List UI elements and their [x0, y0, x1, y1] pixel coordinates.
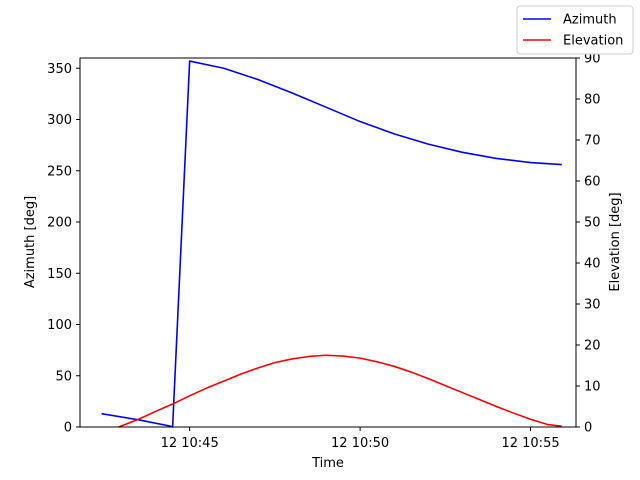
series-line-azimuth [101, 60, 562, 428]
legend-box [516, 5, 634, 55]
y-right-tick-label: 0 [584, 421, 592, 436]
y-right-tick-label: 80 [584, 93, 601, 108]
y-left-tick-label: 150 [47, 267, 72, 282]
x-tick-label: 12 10:55 [501, 436, 559, 451]
y-right-tick-label: 90 [584, 52, 601, 67]
x-axis-label: Time [311, 456, 344, 471]
y-right-tick-label: 40 [584, 257, 601, 272]
y-left-tick-label: 250 [47, 164, 72, 179]
plot-frame [79, 57, 577, 428]
legend: Azimuth Elevation [516, 5, 634, 55]
y-left-tick-label: 50 [55, 369, 72, 384]
axes [79, 57, 577, 428]
plot-lines [101, 60, 562, 428]
y-left-tick-label: 300 [47, 113, 72, 128]
x-tick-label: 12 10:50 [331, 436, 389, 451]
y-left-tick-label: 350 [47, 62, 72, 77]
y-right-tick-label: 50 [584, 216, 601, 231]
legend-label-azimuth: Azimuth [563, 13, 617, 28]
series-line-elevation [118, 354, 562, 428]
legend-label-elevation: Elevation [563, 34, 623, 49]
y-axis-label-right: Elevation [deg] [608, 192, 623, 291]
y-right-tick-label: 20 [584, 339, 601, 354]
y-right-tick-label: 30 [584, 298, 601, 313]
ticks: 12 10:45 12 10:50 12 10:550501001502002503… [47, 52, 600, 452]
x-tick-label: 12 10:45 [161, 436, 219, 451]
y-right-tick-label: 70 [584, 134, 601, 149]
y-left-tick-label: 100 [47, 318, 72, 333]
y-left-tick-label: 0 [64, 421, 72, 436]
y-right-tick-label: 10 [584, 380, 601, 395]
y-right-tick-label: 60 [584, 175, 601, 190]
y-axis-label-left: Azimuth [deg] [23, 196, 38, 288]
y-left-tick-label: 200 [47, 216, 72, 231]
